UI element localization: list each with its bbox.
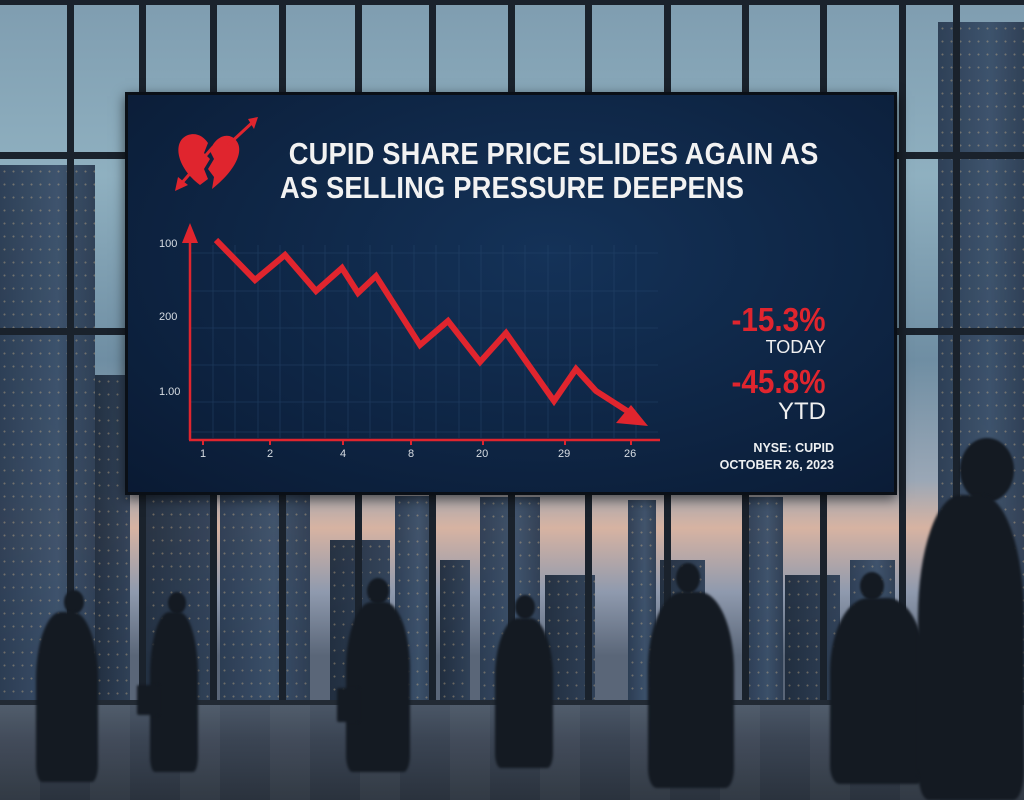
chart-axes xyxy=(188,227,660,442)
today-change-value: -15.3% xyxy=(731,301,826,338)
price-line xyxy=(213,237,637,419)
stock-chart xyxy=(175,117,660,445)
headline: CUPID SHARE PRICE SLIDES AGAIN AS AS SEL… xyxy=(280,131,892,205)
broken-heart-arrow-icon xyxy=(175,117,258,191)
stock-display-screen: CUPID SHARE PRICE SLIDES AGAIN AS AS SEL… xyxy=(125,92,897,495)
x-tick-label: 20 xyxy=(476,448,489,460)
ticker-date-block: NYSE: CUPID OCTOBER 26, 2023 xyxy=(720,440,834,474)
window-mullion xyxy=(899,0,906,705)
x-axis-ticks xyxy=(202,440,632,445)
x-tick-label: 4 xyxy=(340,448,347,460)
x-tick-label: 29 xyxy=(558,448,571,460)
chart-gridlines xyxy=(191,245,658,438)
x-tick-label: 8 xyxy=(408,448,415,460)
window-mullion xyxy=(953,0,960,705)
skyline-b10 xyxy=(745,497,783,705)
skyscraper-left-2 xyxy=(95,375,130,705)
x-tick-label: 2 xyxy=(267,448,274,460)
y-tick-label: 1.00 xyxy=(159,386,181,398)
headline-line-2: AS SELLING PRESSURE DEEPENS xyxy=(280,170,745,205)
skyline-b2 xyxy=(220,495,310,705)
headline-line-1: CUPID SHARE PRICE SLIDES AGAIN AS xyxy=(288,136,819,171)
today-change-label: TODAY xyxy=(765,337,826,357)
y-tick-label: 100 xyxy=(159,238,178,250)
ytd-change: -45.8% YTD xyxy=(721,365,826,425)
x-tick-label: 1 xyxy=(200,448,207,460)
price-arrowhead xyxy=(616,405,648,426)
today-change: -15.3% TODAY xyxy=(721,301,826,358)
window-mullion xyxy=(67,0,74,705)
ticker-symbol: NYSE: CUPID xyxy=(753,441,834,455)
headline-text: CUPID SHARE PRICE SLIDES AGAIN AS AS SEL… xyxy=(280,137,819,205)
skyline-b5 xyxy=(440,560,470,705)
ytd-change-value: -45.8% xyxy=(731,363,826,400)
y-tick-label: 200 xyxy=(159,311,178,323)
y-axis-arrowhead xyxy=(182,223,198,243)
x-tick-label: 26 xyxy=(624,448,637,460)
quote-date: OCTOBER 26, 2023 xyxy=(719,458,834,472)
ytd-change-label: YTD xyxy=(778,398,826,425)
